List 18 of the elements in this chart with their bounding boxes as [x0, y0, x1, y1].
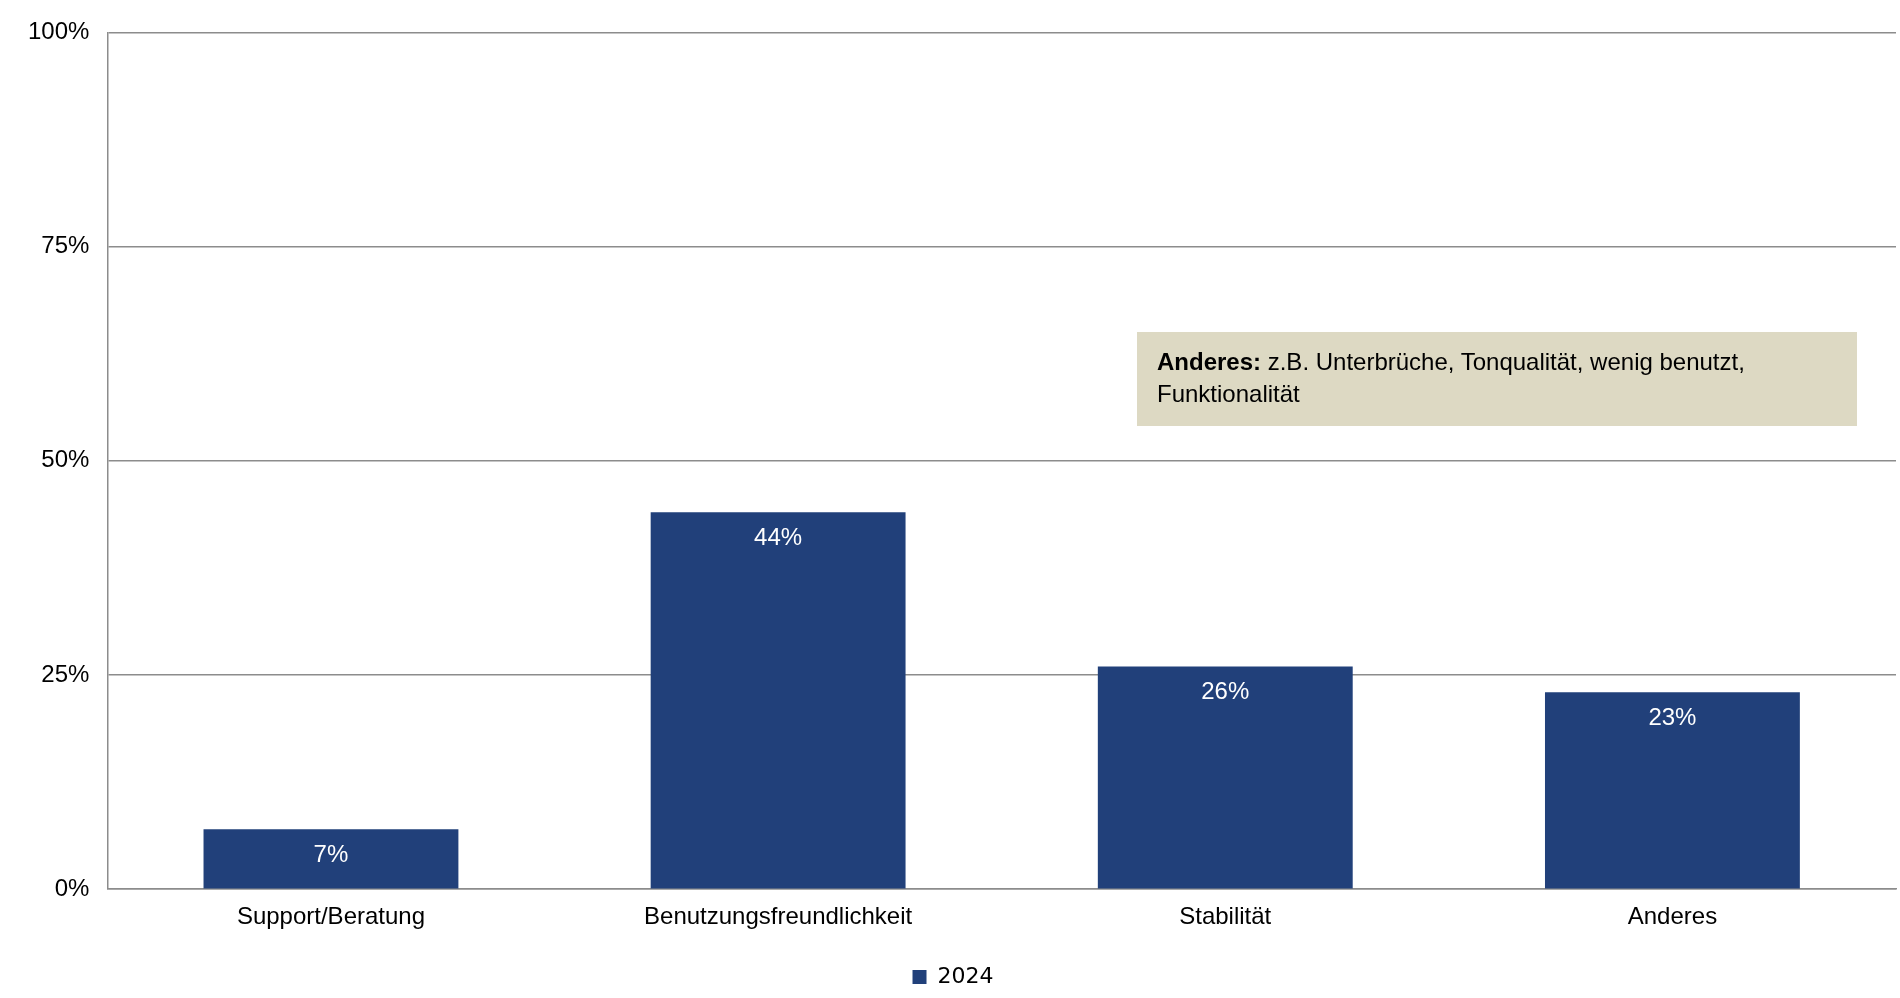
x-tick-label: Stabilität	[1179, 902, 1272, 930]
bar	[650, 512, 906, 889]
text: 7%	[313, 839, 349, 867]
y-tick-label: 75%	[41, 231, 90, 259]
legend-label: 2024	[937, 962, 994, 988]
text: 44%	[754, 522, 803, 550]
y-tick-label: 50%	[41, 445, 90, 473]
bar	[1097, 666, 1353, 889]
bar	[1544, 692, 1800, 889]
y-tick-label: 0%	[54, 873, 90, 901]
y-tick-label: 100%	[27, 17, 90, 45]
x-tick-label: Anderes	[1627, 902, 1718, 930]
x-tick-label: Support/Beratung	[236, 902, 426, 930]
y-tick-label: 25%	[41, 659, 90, 687]
bar	[203, 829, 459, 889]
text: 26%	[1201, 677, 1250, 705]
x-tick-label: Benutzungsfreundlichkeit	[644, 902, 913, 930]
text: 23%	[1648, 702, 1697, 730]
